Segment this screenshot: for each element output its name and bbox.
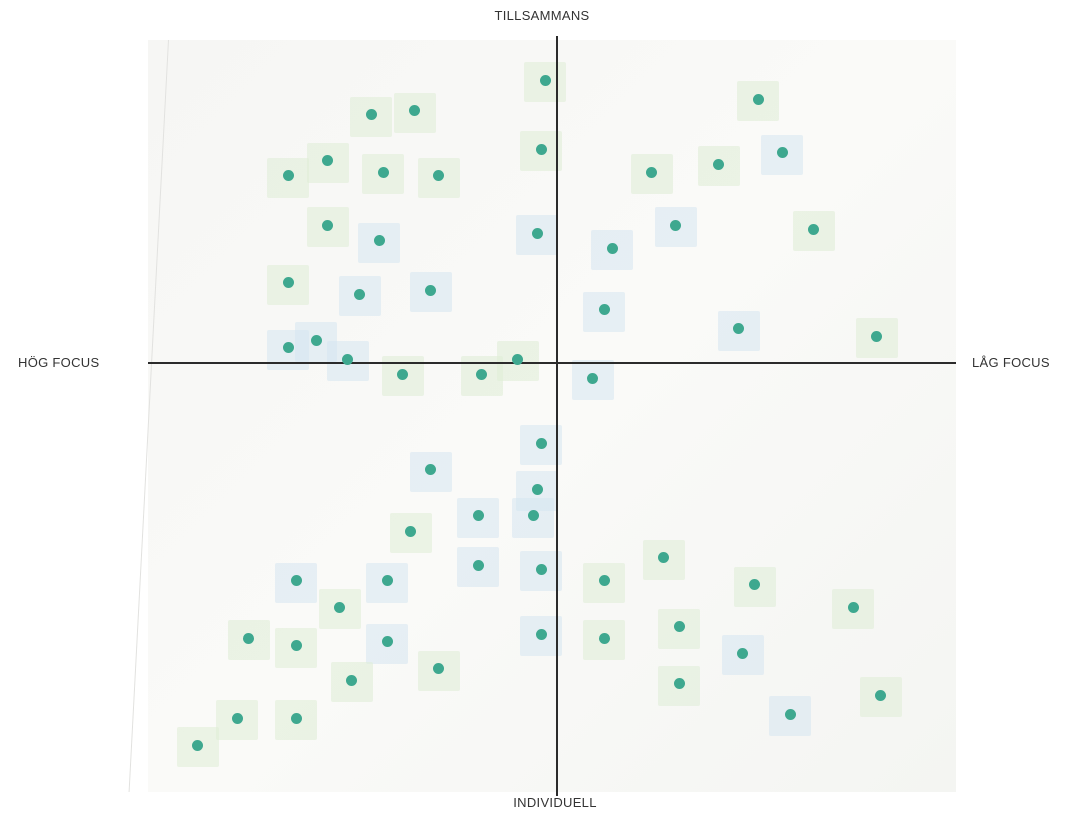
data-point [598,575,610,587]
data-point [871,330,883,342]
data-point [737,647,749,659]
data-point [476,368,488,380]
data-point [346,674,358,686]
data-point [527,510,539,522]
horizontal-axis [148,362,956,364]
data-point [535,437,547,449]
data-point [231,712,243,724]
data-point [539,74,551,86]
data-point [282,170,294,182]
data-point [598,304,610,316]
data-point [377,166,389,178]
data-point [749,579,760,591]
data-point [784,708,796,720]
data-point [472,510,484,522]
axis-label-right: LÅG FOCUS [972,355,1050,370]
data-point [535,628,547,640]
data-point [512,353,523,365]
data-point [365,109,377,121]
data-point [290,640,302,652]
data-point [531,227,543,239]
data-point [598,632,610,644]
data-point [433,170,444,182]
data-point [425,464,437,476]
data-point [290,575,302,587]
data-point [875,689,887,701]
data-point [381,636,393,648]
data-point [425,284,437,296]
data-point [670,219,681,231]
axis-label-left: HÖG FOCUS [18,355,100,370]
data-point [282,342,294,354]
data-point [397,368,409,380]
data-point [847,601,859,613]
data-point [713,158,725,170]
data-point [373,235,385,247]
data-point [192,739,204,751]
vertical-axis [556,36,558,796]
data-point [535,143,547,155]
data-point [673,621,685,633]
data-point [776,147,788,159]
data-point [808,223,820,235]
axis-label-bottom: INDIVIDUELL [513,795,597,810]
data-point [531,483,543,495]
data-point [606,242,618,254]
data-point [673,678,685,690]
data-point [472,559,484,571]
data-point [658,552,670,564]
data-point [733,323,745,335]
data-point [535,563,547,575]
data-point [409,105,421,117]
data-point [334,601,346,613]
data-point [587,372,599,384]
data-point [322,219,334,231]
data-point [354,288,365,300]
data-point [243,632,255,644]
data-point [646,166,658,178]
data-point [381,575,393,587]
data-point [282,277,294,289]
data-point [290,712,302,724]
data-point [433,663,444,675]
data-point [342,353,354,365]
data-point [752,93,764,105]
data-point [322,155,334,167]
axis-label-top: TILLSAMMANS [494,8,590,23]
data-point [405,525,417,537]
data-point [310,334,322,346]
